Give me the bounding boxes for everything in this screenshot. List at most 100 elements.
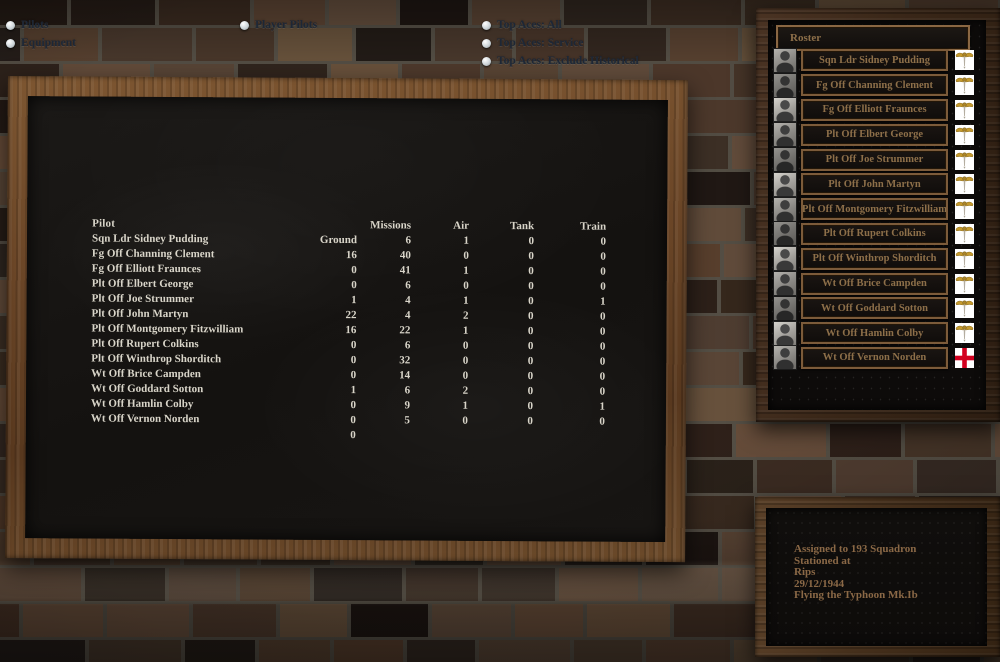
pilot-portrait: [774, 272, 796, 296]
pilot-name-plate[interactable]: Sqn Ldr Sidney Pudding: [801, 49, 948, 72]
cell-train: 0: [600, 280, 606, 293]
wings-badge-icon: [955, 223, 974, 244]
cell-air: 2: [462, 384, 469, 397]
pilot-status-badge: [955, 347, 974, 368]
roster-row[interactable]: Plt Off Joe Strummer: [768, 147, 986, 172]
pilot-name-plate[interactable]: Wt Off Goddard Sotton: [801, 297, 948, 320]
nav-option-top-aces-all[interactable]: Top Aces: All: [482, 18, 562, 32]
assignment-info-inner: Assigned to 193 Squadron Stationed at Rips…: [766, 508, 987, 646]
pilot-status-badge: [955, 223, 974, 244]
assignment-info-line: Stationed at: [794, 554, 851, 567]
roster-row[interactable]: Plt Off Elbert George: [768, 122, 986, 147]
pilot-name-plate[interactable]: Plt Off Rupert Colkins: [801, 222, 948, 245]
roster-row[interactable]: Wt Off Hamlin Colby: [768, 321, 986, 346]
cell-pilot-name: Wt Off Hamlin Colby: [90, 397, 194, 411]
cell-air: 1: [462, 399, 469, 412]
cell-tank: 0: [528, 265, 534, 278]
pilot-stats-table: Pilot Missions Air Tank Train Ground Sqn…: [90, 217, 607, 442]
roster-row[interactable]: Plt Off John Martyn: [768, 172, 986, 197]
cell-train: 0: [599, 325, 606, 338]
cell-pilot-name: Plt Off Joe Strummer: [91, 292, 195, 306]
pilot-name-plate[interactable]: Plt Off Elbert George: [801, 123, 948, 146]
pilot-name-label: Plt Off Winthrop Shorditch: [812, 253, 937, 265]
pilot-portrait: [774, 346, 796, 370]
table-row: Wt Off Vernon Norden 5 0 0 0 0: [91, 412, 605, 442]
wings-badge-icon: [955, 248, 974, 269]
cell-air: 0: [462, 369, 469, 382]
nav-option-player-pilots[interactable]: Player Pilots: [240, 18, 317, 32]
pilot-name-label: Sqn Ldr Sidney Pudding: [819, 54, 930, 66]
pilot-status-badge: [955, 199, 974, 220]
roster-list: Sqn Ldr Sidney Pudding Fg Off Channing C…: [768, 48, 986, 370]
pilot-name-plate[interactable]: Plt Off Joe Strummer: [801, 148, 948, 171]
roster-row[interactable]: Wt Off Vernon Norden: [768, 346, 986, 371]
column-header-train: Train: [579, 220, 607, 233]
pilot-name-plate[interactable]: Plt Off Montgomery Fitzwilliam: [801, 198, 948, 221]
nav-option-label[interactable]: Top Aces: Service: [497, 37, 584, 49]
cell-missions: 14: [399, 369, 411, 382]
roster-panel-inner: Roster Sqn Ldr Sidney Pudding: [768, 20, 986, 410]
wings-badge-icon: [955, 199, 974, 220]
nav-option-equipment[interactable]: Equipment: [6, 36, 76, 50]
nav-option-label[interactable]: Top Aces: All: [497, 19, 562, 31]
assignment-info-line: Assigned to 193 Squadron: [794, 543, 917, 555]
pilot-name-plate[interactable]: Plt Off Winthrop Shorditch: [801, 247, 948, 270]
nav-option-top-aces-exclude-historical[interactable]: Top Aces: Exclude Historical: [482, 54, 639, 68]
cell-missions: 22: [399, 324, 411, 337]
cell-air: 0: [463, 249, 469, 262]
nav-option-top-aces-service[interactable]: Top Aces: Service: [482, 36, 583, 50]
pilot-portrait: [774, 148, 796, 172]
wings-badge-icon: [955, 174, 974, 195]
cell-train: 1: [599, 400, 606, 413]
pilot-portrait: [774, 321, 796, 345]
cell-tank: 0: [527, 325, 534, 338]
england-flag-icon: [955, 347, 974, 368]
cell-tank: 0: [528, 295, 534, 308]
roster-row[interactable]: Plt Off Rupert Colkins: [768, 222, 986, 247]
cell-tank: 0: [527, 415, 533, 428]
roster-row[interactable]: Plt Off Montgomery Fitzwilliam: [768, 197, 986, 222]
radio-icon[interactable]: [240, 20, 249, 30]
cell-missions: 6: [405, 234, 412, 247]
cell-train: 0: [600, 265, 606, 278]
cell-pilot-name: Fg Off Elliott Fraunces: [91, 262, 201, 276]
cell-pilot-name: Wt Off Brice Campden: [91, 367, 201, 381]
pilot-name-plate[interactable]: Wt Off Vernon Norden: [801, 346, 948, 369]
pilot-name-plate[interactable]: Fg Off Channing Clement: [801, 74, 948, 97]
pilot-status-badge: [955, 75, 974, 96]
cell-train: 0: [599, 370, 606, 383]
cell-train: 0: [599, 340, 606, 353]
nav-option-label[interactable]: Player Pilots: [255, 19, 318, 31]
nav-option-label[interactable]: Top Aces: Exclude Historical: [497, 55, 639, 67]
assignment-info-line: 29/12/1944: [794, 577, 845, 590]
radio-icon[interactable]: [482, 38, 491, 48]
roster-row[interactable]: Fg Off Elliott Fraunces: [768, 98, 986, 123]
radio-icon[interactable]: [6, 38, 15, 48]
nav-option-label[interactable]: Pilots: [21, 19, 49, 31]
cell-tank: 0: [527, 400, 534, 413]
cell-train: 0: [600, 235, 607, 248]
roster-row[interactable]: Sqn Ldr Sidney Pudding: [768, 48, 986, 73]
roster-row[interactable]: Fg Off Channing Clement: [768, 73, 986, 98]
radio-icon[interactable]: [6, 20, 15, 30]
pilot-name-plate[interactable]: Fg Off Elliott Fraunces: [801, 98, 948, 121]
roster-row[interactable]: Wt Off Brice Campden: [768, 271, 986, 296]
roster-row[interactable]: Wt Off Goddard Sotton: [768, 296, 986, 321]
pilot-name-plate[interactable]: Wt Off Hamlin Colby: [801, 322, 948, 345]
pilot-name-label: Plt Off Elbert George: [825, 129, 924, 141]
cell-air: 0: [462, 354, 469, 367]
roster-row[interactable]: Plt Off Winthrop Shorditch: [768, 246, 986, 271]
cell-train: 0: [599, 355, 606, 368]
cell-air: 0: [462, 339, 469, 352]
radio-icon[interactable]: [482, 20, 491, 30]
radio-icon[interactable]: [482, 56, 491, 66]
nav-option-pilots[interactable]: Pilots: [6, 18, 48, 32]
assignment-info-text: Assigned to 193 Squadron Stationed at Rips…: [794, 543, 918, 602]
pilot-name-plate[interactable]: Plt Off John Martyn: [801, 173, 948, 196]
nav-option-label[interactable]: Equipment: [21, 37, 76, 49]
cell-pilot-name: Plt Off Winthrop Shorditch: [91, 352, 222, 366]
cell-air: 2: [463, 309, 469, 322]
pilot-name-label: Plt Off Rupert Colkins: [823, 228, 926, 240]
pilot-name-plate[interactable]: Wt Off Brice Campden: [801, 272, 948, 295]
cell-missions: 40: [399, 249, 411, 262]
